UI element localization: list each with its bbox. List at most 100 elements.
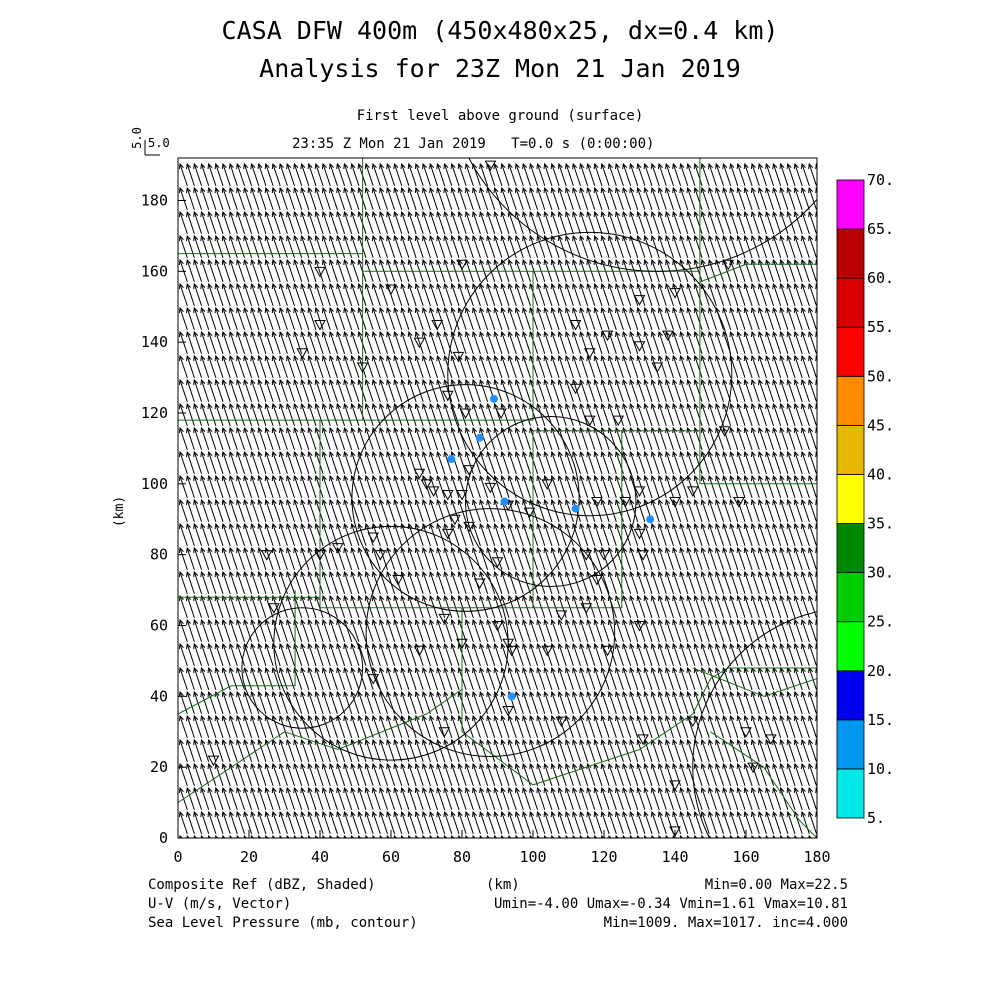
wind-arrow [544, 499, 553, 522]
wind-arrow [429, 739, 438, 762]
wind-arrow [315, 499, 324, 522]
wind-arrow [386, 595, 396, 618]
wind-arrow [179, 571, 188, 594]
wind-arrow-head [779, 378, 785, 386]
wind-arrow-head [779, 570, 785, 578]
wind-arrow-head [486, 522, 492, 530]
wind-arrow-head [286, 546, 292, 554]
wind-arrow [258, 331, 267, 354]
wind-arrow-head [186, 426, 191, 434]
wind-arrow [701, 403, 710, 426]
wind-arrow-head [250, 690, 256, 698]
wind-arrow-head [750, 762, 756, 770]
wind-arrow [422, 499, 431, 522]
wind-arrow-head [379, 378, 385, 386]
wind-arrow-head [557, 546, 563, 554]
wind-arrow [258, 835, 260, 838]
wind-arrow [186, 715, 195, 738]
wind-arrow [243, 235, 253, 258]
wind-arrow [394, 667, 403, 690]
wind-arrow-head [600, 738, 606, 746]
wind-arrow [322, 643, 331, 666]
wind-arrow [358, 667, 367, 690]
wind-arrow-head [271, 282, 277, 290]
wind-arrow [744, 259, 753, 282]
wind-arrow [436, 523, 446, 546]
wind-arrow-head [572, 258, 578, 266]
wind-arrow [594, 187, 603, 210]
wind-arrow-head [450, 306, 456, 314]
wind-arrow-head [572, 762, 578, 770]
wind-arrow [558, 355, 567, 378]
wind-arrow [429, 619, 438, 642]
wind-arrow-head [228, 234, 234, 242]
wind-arrow-head [586, 594, 592, 602]
wind-arrow [644, 331, 653, 354]
wind-arrow [236, 235, 245, 258]
wind-arrow-head [665, 474, 671, 482]
wind-arrow-head [436, 210, 442, 218]
wind-arrow [737, 211, 746, 234]
wind-arrow-head [557, 282, 563, 290]
wind-arrow-head [479, 762, 485, 770]
wind-arrow-head [343, 522, 349, 530]
wind-arrow [787, 259, 796, 282]
wind-arrow-head [708, 522, 713, 530]
wind-arrow [744, 619, 753, 642]
wind-arrow [379, 403, 388, 426]
wind-arrow [508, 355, 517, 378]
wind-arrow [386, 331, 396, 354]
wind-arrow-head [214, 234, 220, 242]
wind-arrow-head [300, 306, 306, 314]
wind-arrow-head [357, 522, 363, 530]
wind-arrow-head [657, 498, 663, 506]
wind-arrow [658, 211, 667, 234]
wind-arrow-head [243, 666, 249, 674]
wind-arrow-head [257, 210, 263, 218]
wind-arrow [372, 331, 381, 354]
wind-arrow-head [236, 762, 242, 770]
wind-arrow [429, 451, 438, 474]
wind-arrow [772, 427, 782, 450]
wind-arrow-head [178, 426, 184, 434]
wind-arrow-head [286, 666, 292, 674]
wind-arrow [615, 187, 624, 210]
wind-arrow-head [393, 258, 399, 266]
wind-arrow-head [429, 714, 435, 722]
wind-arrow [293, 379, 303, 402]
wind-arrow [508, 331, 517, 354]
wind-arrow [236, 379, 245, 402]
wind-arrow [708, 691, 717, 714]
wind-arrow-head [572, 450, 578, 458]
wind-arrow [537, 715, 546, 738]
wind-arrow-head [672, 330, 678, 338]
wind-arrow-head [236, 234, 242, 242]
wind-arrow-head [443, 282, 449, 290]
wind-arrow-head [372, 834, 376, 838]
wind-arrow [293, 235, 303, 258]
wind-arrow-head [708, 450, 713, 458]
wind-arrow-head [672, 738, 678, 746]
wind-arrow-head [300, 642, 306, 650]
wind-arrow-head [379, 402, 385, 410]
wind-arrow-head [479, 354, 485, 362]
wind-arrow [486, 643, 496, 666]
wind-arrow-head [693, 378, 699, 386]
wind-arrow [279, 835, 282, 838]
wind-arrow-head [236, 186, 242, 194]
wind-arrow [265, 187, 274, 210]
wind-arrow [608, 355, 617, 378]
wind-arrow-head [786, 738, 792, 746]
wind-arrow [329, 379, 338, 402]
wind-arrow [486, 715, 496, 738]
wind-arrow-head [472, 402, 477, 410]
wind-arrow-head [715, 834, 719, 838]
wind-arrow [544, 715, 553, 738]
wind-arrow-head [479, 186, 485, 194]
wind-arrow [572, 547, 581, 570]
wind-arrow [651, 451, 660, 474]
wind-arrow [522, 787, 531, 810]
wind-arrow [558, 283, 567, 306]
wind-arrow-head [407, 426, 413, 434]
wind-arrow [544, 523, 553, 546]
